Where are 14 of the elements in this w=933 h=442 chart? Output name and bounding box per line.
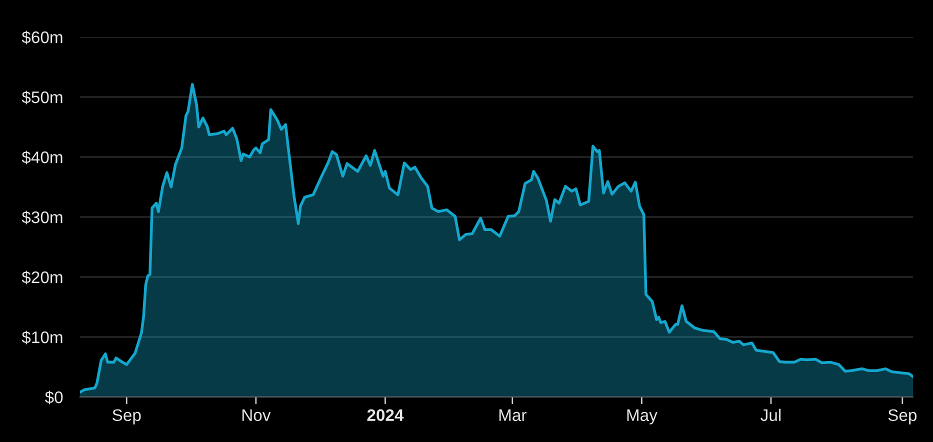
y-tick-label: $30m xyxy=(22,210,62,224)
x-tick-label: 2024 xyxy=(367,409,404,422)
x-tick-label: Nov xyxy=(242,409,271,422)
x-tick-label: Mar xyxy=(499,409,526,422)
x-tick-label: Sep xyxy=(888,409,917,424)
x-tick-label: Jul xyxy=(760,408,781,422)
y-tick-label: $20m xyxy=(22,270,62,284)
x-tick-label: Sep xyxy=(112,409,141,424)
y-tick-label: $60m xyxy=(22,30,62,44)
y-tick-label: $50m xyxy=(22,90,62,104)
y-tick-label: $0 xyxy=(44,390,63,404)
y-tick-label: $40m xyxy=(22,150,62,164)
y-tick-label: $10m xyxy=(22,330,62,344)
x-tick-label: May xyxy=(627,409,658,424)
